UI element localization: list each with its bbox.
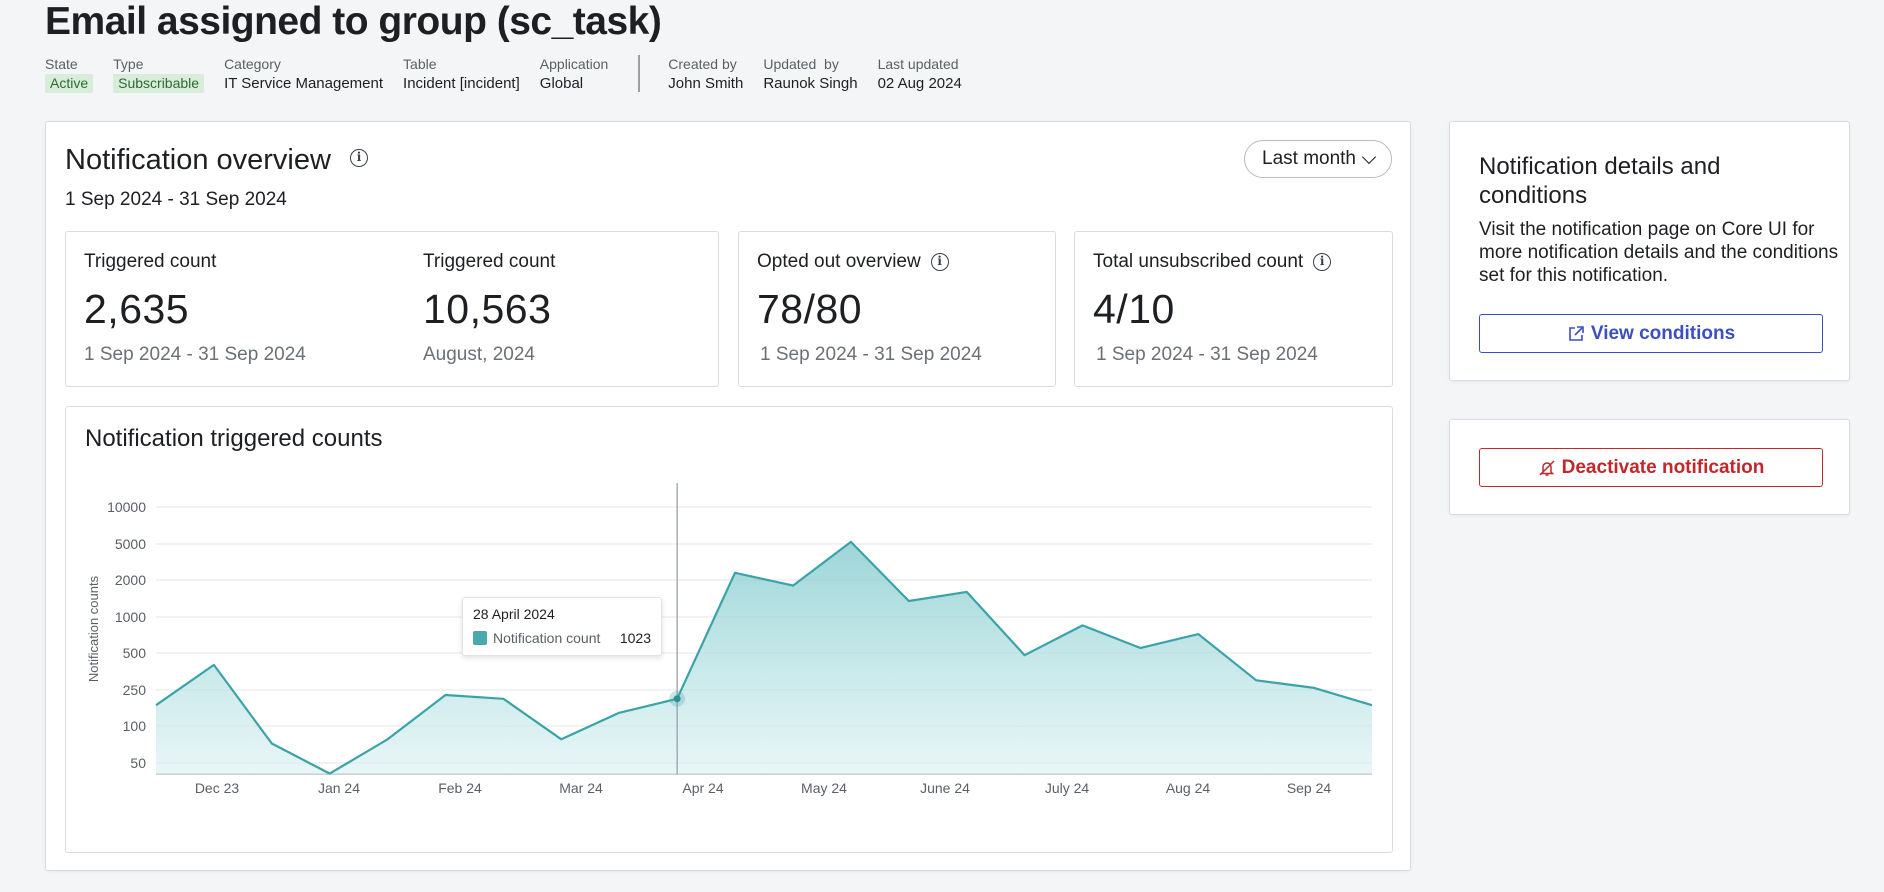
y-axis-label: Notification counts [86,575,101,682]
stat-label: Triggered count [423,251,556,272]
meta-divider [638,55,641,92]
triggered-count-box: Triggered count 2,635 1 Sep 2024 - 31 Se… [65,231,719,387]
hover-point [673,695,681,703]
page-title: Email assigned to group (sc_task) [45,0,662,43]
y-tick-label: 10000 [107,499,146,515]
stat-label: Total unsubscribed count [1093,251,1304,272]
overview-date-range: 1 Sep 2024 - 31 Sep 2024 [65,189,287,210]
state-badge: Active [45,74,94,93]
meta-state: State Active [45,55,94,94]
y-tick-label: 100 [123,718,147,734]
x-tick-label: June 24 [920,780,970,796]
y-tick-label: 1000 [115,609,146,625]
meta-label: Created by [668,56,737,72]
y-tick-label: 500 [123,645,147,661]
tooltip-value: 1023 [619,630,651,646]
triggered-counts-chart[interactable]: 5010025050010002000500010000Notification… [66,407,1394,854]
x-tick-label: Apr 24 [682,780,723,796]
stat-subtext: August, 2024 [423,344,535,365]
meta-value: IT Service Management [224,75,384,92]
x-tick-label: Mar 24 [559,780,603,796]
x-tick-label: Jan 24 [318,780,360,796]
stat-value: 4/10 [1093,286,1175,332]
view-conditions-label: View conditions [1590,322,1736,344]
stat-subtext: 1 Sep 2024 - 31 Sep 2024 [760,344,982,365]
stat-triggered-month: Triggered count 2,635 1 Sep 2024 - 31 Se… [84,250,306,366]
external-link-icon [1569,325,1584,341]
stat-triggered-previous: Triggered count 10,563 August, 2024 [423,250,555,366]
meta-value: Incident [incident] [403,75,520,92]
details-text: Visit the notification page on Core UI f… [1479,219,1839,286]
deactivate-label: Deactivate notification [1561,456,1765,478]
notification-details-card: Notification details and conditions Visi… [1449,121,1850,381]
x-tick-label: Dec 23 [195,780,240,796]
x-tick-label: May 24 [801,780,847,796]
meta-category: Category IT Service Management [224,55,383,94]
meta-label: Type [113,56,144,72]
chart-title: Notification triggered counts [85,425,383,452]
chevron-down-icon [1361,149,1377,164]
series-line [155,540,1373,775]
y-tick-label: 50 [130,755,146,771]
tooltip-swatch [473,631,487,645]
x-tick-label: Aug 24 [1166,780,1211,796]
meta-label: Last updated [877,56,959,72]
stat-opted-out: Opted out overview i 78/80 1 Sep 2024 - 3… [757,250,982,366]
stat-unsubscribed: Total unsubscribed count i 4/10 1 Sep 202… [1093,250,1332,366]
metadata-bar: State Active Type Subscribable Category … [45,55,982,94]
meta-label: State [45,56,78,72]
stat-label: Opted out overview [757,251,921,272]
meta-application: Application Global [540,55,609,94]
meta-table: Table Incident [incident] [403,55,520,94]
meta-label: Category [224,56,281,72]
stat-subtext: 1 Sep 2024 - 31 Sep 2024 [1096,344,1318,365]
meta-value: 02 Aug 2024 [877,75,962,92]
info-icon[interactable]: i [1313,253,1332,271]
x-tick-label: Feb 24 [438,780,482,796]
series-area [156,541,1372,774]
tooltip-label: Notification count [493,630,601,646]
x-tick-label: July 24 [1045,780,1090,796]
meta-type: Type Subscribable [113,55,205,94]
overview-title: Notification overview [65,144,331,176]
stat-label: Triggered count [84,251,217,272]
meta-value: Global [539,75,584,92]
period-dropdown-label: Last month [1262,148,1356,169]
stat-subtext: 1 Sep 2024 - 31 Sep 2024 [84,344,306,365]
x-tick-label: Sep 24 [1287,780,1332,796]
deactivate-notification-button[interactable]: Deactivate notification [1479,448,1823,487]
view-conditions-button[interactable]: View conditions [1479,314,1823,353]
opted-out-box: Opted out overview i 78/80 1 Sep 2024 - 3… [738,231,1056,387]
chart-panel: Notification triggered counts 50 100 250 50… [65,406,1393,853]
chart-tooltip: 28 April 2024 Notification count 1023 [462,597,662,656]
info-icon[interactable]: i [350,149,368,167]
unsubscribed-box: Total unsubscribed count i 4/10 1 Sep 202… [1074,231,1393,387]
deactivate-card: Deactivate notification [1449,419,1850,515]
meta-updated-by: Updated by Raunok Singh [763,55,857,94]
tooltip-date: 28 April 2024 [473,606,555,622]
meta-label: Updated by [763,56,839,72]
meta-value: John Smith [668,75,744,92]
y-tick-label: 250 [123,682,147,698]
notification-overview-card: Notification overview i 1 Sep 2024 - 31 … [45,121,1411,871]
meta-label: Application [539,56,609,72]
meta-label: Table [403,56,437,72]
stat-value: 2,635 [84,286,190,332]
details-title: Notification details and conditions [1479,153,1721,209]
info-icon[interactable]: i [930,253,949,271]
bell-off-icon [1539,459,1555,476]
stat-value: 10,563 [423,286,552,332]
type-badge: Subscribable [113,74,205,93]
period-dropdown[interactable]: Last month [1244,140,1392,178]
y-tick-label: 2000 [115,572,146,588]
stat-value: 78/80 [757,286,863,332]
y-tick-label: 5000 [115,536,146,552]
meta-value: Raunok Singh [763,75,858,92]
meta-created-by: Created by John Smith [668,55,743,94]
meta-last-updated: Last updated 02 Aug 2024 [878,55,962,94]
